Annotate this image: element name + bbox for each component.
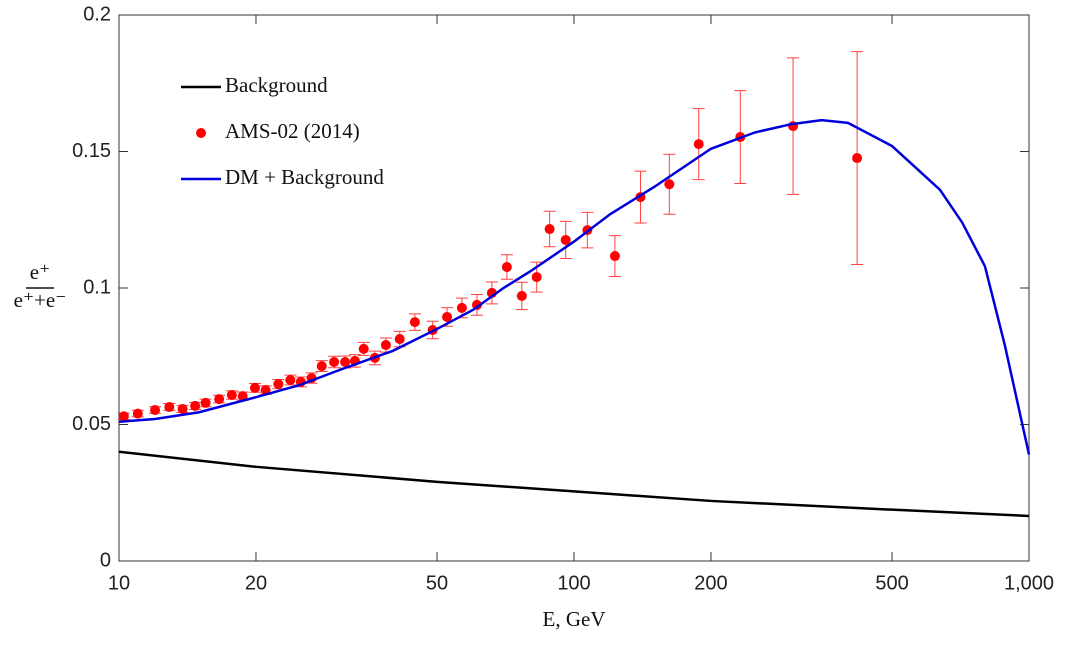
point <box>190 400 201 411</box>
point <box>380 340 391 351</box>
legend-swatch <box>196 128 206 138</box>
point <box>340 356 351 367</box>
x-tick-label: 100 <box>557 572 590 594</box>
y-label-denominator: e⁺+e⁻ <box>14 288 67 312</box>
point <box>285 375 296 386</box>
x-tick-label: 200 <box>694 572 727 594</box>
y-tick-label: 0 <box>100 549 111 571</box>
point <box>501 261 512 272</box>
y-tick-label: 0.05 <box>72 413 111 435</box>
x-tick-label: 10 <box>108 572 130 594</box>
point <box>214 394 225 405</box>
point <box>226 390 237 401</box>
point <box>456 302 467 313</box>
point <box>852 153 863 164</box>
point <box>237 391 248 402</box>
legend-label: Background <box>225 73 328 97</box>
point <box>394 334 405 345</box>
point <box>409 317 420 328</box>
y-tick-label: 0.2 <box>83 3 111 25</box>
point <box>516 290 527 301</box>
line <box>118 450 1030 518</box>
point <box>358 343 369 354</box>
point <box>316 361 327 372</box>
line <box>118 118 1031 455</box>
point <box>442 311 453 322</box>
point <box>693 139 704 150</box>
x-tick-label: 50 <box>426 572 448 594</box>
point <box>329 356 340 367</box>
point <box>560 234 571 245</box>
point <box>177 403 188 414</box>
x-tick-label: 1,000 <box>1004 572 1054 594</box>
y-tick-label: 0.15 <box>72 140 111 162</box>
point <box>249 382 260 393</box>
plot-frame <box>118 14 1030 562</box>
y-tick-label: 0.1 <box>83 276 111 298</box>
point <box>273 379 284 390</box>
point <box>164 402 175 413</box>
point <box>664 179 675 190</box>
point <box>531 272 542 283</box>
point <box>118 411 129 422</box>
y-label-numerator: e⁺ <box>30 260 50 284</box>
x-tick-label: 500 <box>875 572 908 594</box>
legend-label: DM + Background <box>225 165 384 189</box>
point <box>132 408 143 419</box>
x-tick-label: 20 <box>245 572 267 594</box>
point <box>200 397 211 408</box>
legend-label: AMS-02 (2014) <box>225 119 360 143</box>
x-axis-label: E, GeV <box>543 607 606 631</box>
point <box>544 224 555 235</box>
point <box>150 405 161 416</box>
point <box>609 251 620 262</box>
